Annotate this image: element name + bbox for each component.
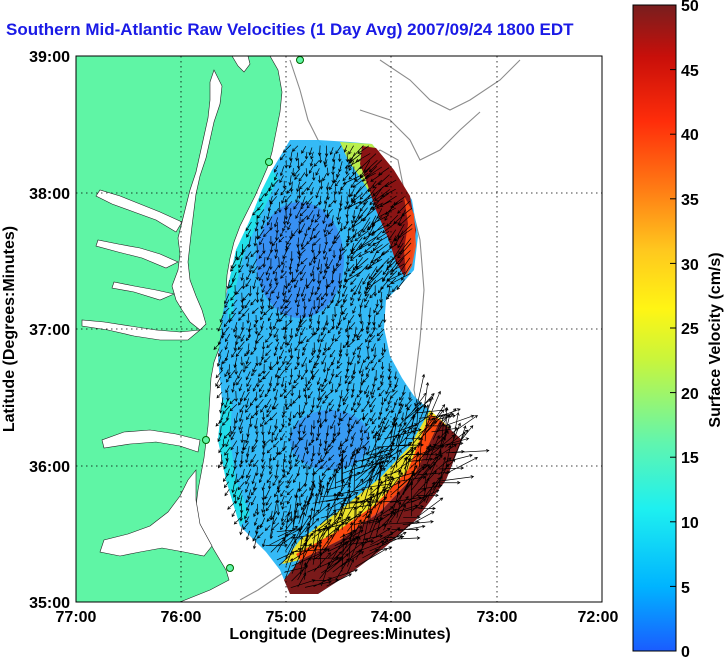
radar-station-marker xyxy=(226,564,234,572)
colorbar-tick: 50 xyxy=(681,0,699,15)
colorbar-tick: 10 xyxy=(681,515,699,532)
y-tick: 35:00 xyxy=(29,595,70,612)
y-tick: 39:00 xyxy=(29,49,70,66)
radar-station-marker xyxy=(202,436,210,444)
velocity-field-low xyxy=(218,400,250,526)
colorbar-tick: 30 xyxy=(681,257,699,274)
x-tick: 73:00 xyxy=(477,609,518,626)
bathymetry-contour xyxy=(379,59,521,111)
chesapeake-bay xyxy=(171,69,223,331)
colorbar-tick: 40 xyxy=(681,127,699,144)
delaware-bay xyxy=(231,56,251,73)
colorbar-tick: 25 xyxy=(681,321,699,338)
x-axis-label: Longitude (Degrees:Minutes) xyxy=(229,626,450,643)
colorbar xyxy=(632,4,677,652)
colorbar-label: Surface Velocity (cm/s) xyxy=(707,252,724,427)
x-tick: 74:00 xyxy=(371,609,412,626)
velocity-vector-arrows xyxy=(213,144,490,589)
x-tick: 76:00 xyxy=(161,609,202,626)
james-river xyxy=(81,319,201,341)
albemarle-sound xyxy=(101,429,201,453)
x-tick-labels: 77:00 76:00 75:00 74:00 73:00 72:00 xyxy=(56,609,619,626)
x-tick: 75:00 xyxy=(266,609,307,626)
colorbar-tick: 15 xyxy=(681,450,699,467)
colorbar-tick: 35 xyxy=(681,192,699,209)
y-tick: 36:00 xyxy=(29,459,70,476)
rappahannock-river xyxy=(95,239,179,269)
colorbar-tick: 20 xyxy=(681,386,699,403)
y-tick: 38:00 xyxy=(29,186,70,203)
y-tick-labels: 39:00 38:00 37:00 36:00 35:00 xyxy=(29,49,70,612)
radar-station-marker xyxy=(265,158,273,166)
land-mass xyxy=(76,56,283,602)
velocity-field-high-edge xyxy=(404,196,416,276)
y-axis-label: Latitude (Degrees:Minutes) xyxy=(1,226,18,432)
x-tick: 77:00 xyxy=(56,609,97,626)
velocity-field-high xyxy=(360,146,416,276)
grid-lines xyxy=(76,56,602,602)
pamlico-sound xyxy=(99,469,213,557)
colorbar-tick-labels: 50 45 40 35 30 25 20 15 10 5 0 xyxy=(681,0,699,659)
potomac-river xyxy=(95,189,183,233)
colorbar-tick: 5 xyxy=(681,580,690,597)
radar-station-marker xyxy=(296,56,304,64)
chart-title: Southern Mid-Atlantic Raw Velocities (1 … xyxy=(6,20,574,39)
bathymetry-contour xyxy=(359,109,481,161)
velocity-vectors xyxy=(213,144,490,589)
colorbar-tick: 0 xyxy=(681,644,690,659)
y-tick: 37:00 xyxy=(29,322,70,339)
x-tick: 72:00 xyxy=(578,609,619,626)
velocity-slow-zone xyxy=(290,410,370,470)
plot-border xyxy=(75,55,603,603)
colorbar-tick: 45 xyxy=(681,63,699,80)
york-river xyxy=(111,281,175,301)
colorbar-ticks xyxy=(670,69,676,587)
